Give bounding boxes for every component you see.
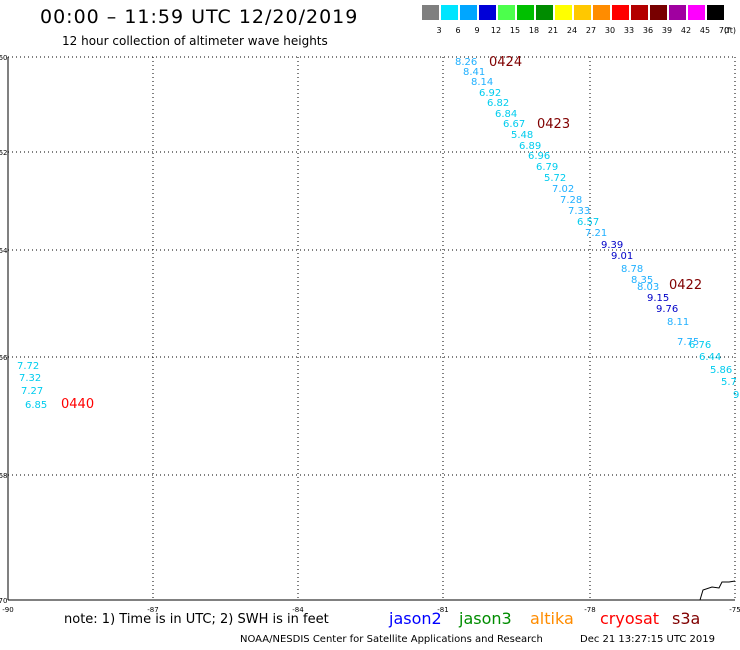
longitude-label: -78: [584, 606, 595, 614]
legend-label: 15: [509, 26, 521, 35]
swh-value: 9: [733, 390, 739, 401]
legend-label: 18: [528, 26, 540, 35]
legend-swatch: [517, 5, 534, 20]
swh-value: 6.79: [536, 162, 558, 173]
page-subtitle: 12 hour collection of altimeter wave hei…: [62, 34, 328, 48]
legend-label: 30: [604, 26, 616, 35]
swh-value: 7.32: [19, 373, 41, 384]
longitude-label: -75: [729, 606, 740, 614]
legend-swatch: [441, 5, 458, 20]
legend-swatch: [593, 5, 610, 20]
swh-value: 8.03: [637, 282, 659, 293]
latitude-label: -60: [0, 54, 7, 62]
swh-value: 6.82: [487, 98, 509, 109]
legend-unit: (ft): [723, 26, 737, 35]
legend-label: 36: [642, 26, 654, 35]
swh-value: 8.78: [621, 264, 643, 275]
swh-value: 9.01: [611, 251, 633, 262]
swh-value: 6.76: [689, 340, 711, 351]
swh-value: 7.72: [17, 361, 39, 372]
swh-value: 8.14: [471, 77, 493, 88]
legend-label: 33: [623, 26, 635, 35]
swh-value: 7.27: [21, 386, 43, 397]
longitude-label: -87: [147, 606, 158, 614]
swh-value: 7.02: [552, 184, 574, 195]
legend-swatch: [650, 5, 667, 20]
legend-label: 70: [718, 26, 730, 35]
swh-value: 5.48: [511, 130, 533, 141]
pass-time-label: 0424: [489, 55, 522, 70]
legend-label: 24: [566, 26, 578, 35]
swh-value: 6.67: [503, 119, 525, 130]
legend-swatch: [688, 5, 705, 20]
pass-time-label: 0422: [669, 278, 702, 293]
timestamp-text: Dec 21 13:27:15 UTC 2019: [580, 634, 715, 645]
swh-value: 6.89: [519, 141, 541, 152]
swh-value: 6.57: [577, 217, 599, 228]
swh-value: 8.26: [455, 57, 477, 68]
legend-swatch: [707, 5, 724, 20]
swh-value: 8.11: [667, 317, 689, 328]
swh-value: 6.92: [479, 88, 501, 99]
legend-label: 39: [661, 26, 673, 35]
pass-time-label: 0440: [61, 397, 94, 412]
footer-note: note: 1) Time is in UTC; 2) SWH is in fe…: [64, 612, 329, 627]
latitude-label: -64: [0, 247, 8, 255]
legend-swatch: [460, 5, 477, 20]
page-title: 00:00 – 11:59 UTC 12/20/2019: [40, 6, 359, 28]
legend-label: 42: [680, 26, 692, 35]
swh-value: 7.75: [677, 337, 699, 348]
swh-value: 6.85: [25, 400, 47, 411]
swh-value: 8.41: [463, 67, 485, 78]
swh-value: 5.7: [721, 377, 737, 388]
legend-label: 6: [455, 26, 461, 35]
longitude-label: -90: [2, 606, 13, 614]
swh-value: 7.33: [568, 206, 590, 217]
legend-label: 3: [436, 26, 442, 35]
legend-swatch: [669, 5, 686, 20]
swh-value: 7.28: [560, 195, 582, 206]
legend-swatch: [479, 5, 496, 20]
legend-label: 12: [490, 26, 502, 35]
swh-value: 6.96: [528, 151, 550, 162]
latitude-label: -62: [0, 149, 7, 157]
satellite-label-jason2: jason2: [389, 609, 442, 628]
satellite-label-altika: altika: [530, 609, 574, 628]
swh-value: 6.44: [699, 352, 721, 363]
satellite-label-cryosat: cryosat: [600, 609, 660, 628]
satellite-label-s3a: s3a: [672, 609, 701, 628]
legend-label: 27: [585, 26, 597, 35]
longitude-label: -84: [292, 606, 304, 614]
pass-time-label: 0423: [537, 117, 570, 132]
latitude-label: -68: [0, 472, 7, 480]
credit-text: NOAA/NESDIS Center for Satellite Applica…: [240, 634, 543, 645]
legend-swatch: [498, 5, 515, 20]
legend-label: 9: [474, 26, 480, 35]
swh-value: 8.35: [631, 275, 653, 286]
legend-swatch: [631, 5, 648, 20]
swh-value: 6.84: [495, 109, 517, 120]
legend-swatch: [422, 5, 439, 20]
coastline: [699, 580, 736, 601]
legend-swatch: [612, 5, 629, 20]
swh-value: 9.39: [601, 240, 623, 251]
legend-label: 21: [547, 26, 559, 35]
legend-swatch: [536, 5, 553, 20]
swh-value: 9.76: [656, 304, 678, 315]
legend-label: 45: [699, 26, 711, 35]
satellite-label-jason3: jason3: [459, 609, 512, 628]
swh-value: 5.72: [544, 173, 566, 184]
latitude-label: -66: [0, 354, 8, 362]
latitude-label: -70: [0, 597, 7, 605]
swh-value: 5.86: [710, 365, 732, 376]
swh-value: 7.21: [585, 228, 607, 239]
longitude-label: -81: [437, 606, 448, 614]
swh-value: 9.15: [647, 293, 669, 304]
legend-swatch: [555, 5, 572, 20]
legend-swatch: [574, 5, 591, 20]
